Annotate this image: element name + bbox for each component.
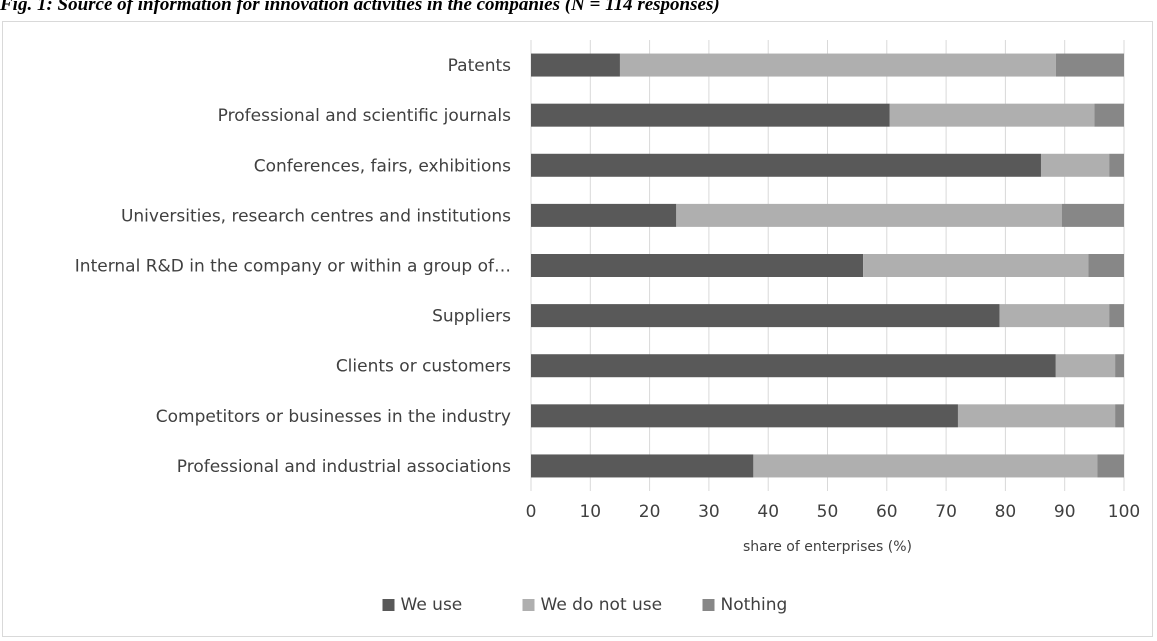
legend-swatch: [382, 599, 395, 611]
x-tick-label: 20: [639, 502, 661, 522]
category-label: Patents: [448, 56, 511, 76]
bars: [531, 53, 1124, 478]
bar-segment-nothing: [1061, 203, 1124, 227]
x-tick-label: 90: [1054, 502, 1076, 522]
bar-segment-we-use: [531, 354, 1056, 378]
category-label: Universities, research centres and insti…: [121, 206, 511, 226]
bar-segment-we-use: [531, 103, 890, 127]
category-label: Clients or customers: [336, 357, 511, 377]
category-label: Suppliers: [432, 307, 511, 327]
bar-segment-we-do-not-use: [619, 53, 1056, 77]
bar-segment-we-use: [531, 254, 864, 277]
stacked-bar-chart: Patents Professional and scientific journ…: [75, 40, 1141, 615]
category-label: Competitors or businesses in the industr…: [156, 407, 511, 427]
bar-segment-nothing: [1097, 454, 1124, 478]
bar-segment-nothing: [1109, 304, 1124, 328]
x-axis-title: share of enterprises (%): [743, 539, 912, 555]
bar-segment-we-do-not-use: [676, 203, 1062, 227]
bar-segment-nothing: [1115, 404, 1124, 428]
category-label: Professional and scientific journals: [218, 106, 511, 126]
bar-segment-nothing: [1109, 153, 1124, 177]
legend-label: We use: [401, 595, 463, 615]
x-tick-label: 10: [579, 502, 601, 522]
x-tick-label: 50: [817, 502, 839, 522]
bar-segment-nothing: [1094, 103, 1124, 127]
bar-segment-nothing: [1055, 53, 1124, 77]
figure-title: Fig. 1: Source of information for innova…: [0, 0, 720, 15]
chart-frame: Patents Professional and scientific journ…: [2, 21, 1153, 637]
x-tick-label: 80: [995, 502, 1017, 522]
bar-segment-we-use: [531, 153, 1041, 177]
x-tick-label: 60: [876, 502, 898, 522]
bar-segment-we-use: [531, 404, 958, 428]
x-tick-label: 100: [1108, 502, 1140, 522]
legend-swatch: [522, 599, 535, 611]
category-label: Internal R&D in the company or within a …: [75, 257, 511, 277]
x-tick-labels: 0 10 20 30 40 50 60 70 80 90 100: [526, 502, 1141, 522]
bar-segment-we-do-not-use: [1040, 153, 1110, 177]
bar-segment-we-use: [531, 454, 754, 478]
category-label: Conferences, fairs, exhibitions: [254, 156, 511, 176]
x-tick-label: 70: [935, 502, 957, 522]
bar-segment-we-do-not-use: [999, 304, 1110, 328]
bar-segment-we-do-not-use: [863, 254, 1089, 277]
x-tick-label: 0: [526, 502, 537, 522]
bar-segment-we-use: [531, 53, 620, 77]
x-tick-label: 30: [698, 502, 720, 522]
bar-segment-we-do-not-use: [753, 454, 1098, 478]
legend-label: We do not use: [541, 595, 663, 615]
legend-label: Nothing: [721, 595, 788, 615]
x-tick-label: 40: [757, 502, 779, 522]
bar-segment-nothing: [1088, 254, 1124, 277]
bar-segment-we-use: [531, 203, 677, 227]
category-labels: Patents Professional and scientific journ…: [75, 56, 511, 477]
bar-segment-we-use: [531, 304, 1000, 328]
legend: We use We do not use Nothing: [382, 595, 788, 615]
bar-segment-we-do-not-use: [889, 103, 1095, 127]
legend-swatch: [702, 599, 715, 611]
bar-segment-we-do-not-use: [957, 404, 1116, 428]
bar-segment-nothing: [1115, 354, 1124, 378]
bar-segment-we-do-not-use: [1055, 354, 1116, 378]
category-label: Professional and industrial associations: [177, 457, 511, 477]
